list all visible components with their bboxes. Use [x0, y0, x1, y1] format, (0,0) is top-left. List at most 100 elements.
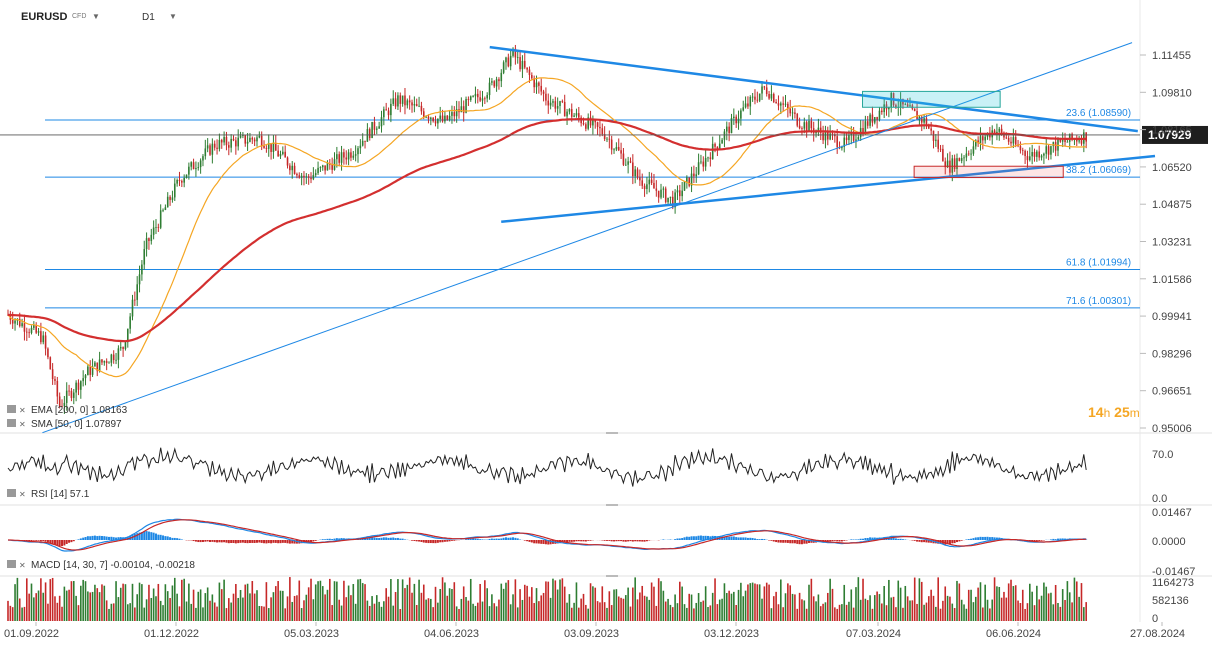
- candle-body: [218, 140, 221, 149]
- macd-histogram-bar: [544, 540, 547, 545]
- macd-histogram-bar: [530, 540, 533, 543]
- volume-bar: [554, 580, 557, 621]
- volume-bar: [965, 608, 968, 621]
- volume-bar: [754, 583, 756, 621]
- volume-bar: [484, 580, 486, 621]
- macd-histogram-bar: [803, 540, 806, 544]
- candle-body: [754, 96, 756, 100]
- panel-resize-handle[interactable]: [606, 575, 618, 577]
- macd-histogram-bar: [180, 539, 183, 540]
- macd-histogram-bar: [613, 540, 616, 542]
- volume-bar: [312, 599, 315, 621]
- macd-histogram-bar: [274, 540, 277, 543]
- macd-histogram-bar: [988, 537, 991, 540]
- volume-bar: [516, 607, 519, 621]
- candle-body: [136, 284, 138, 300]
- macd-histogram-bar: [504, 537, 507, 540]
- volume-bar: [848, 601, 850, 621]
- candle-body: [460, 106, 463, 113]
- macd-histogram-bar: [688, 536, 691, 540]
- macd-histogram-bar: [620, 540, 623, 542]
- candle-body: [963, 157, 965, 159]
- macd-histogram-bar: [230, 540, 233, 543]
- volume-bar: [65, 590, 68, 621]
- timeframe-dropdown-chevron-down-icon[interactable]: ▼: [169, 12, 177, 21]
- macd-histogram-bar: [751, 537, 754, 540]
- volume-bar: [235, 584, 237, 621]
- macd-histogram-bar: [63, 540, 66, 546]
- volume-bar: [420, 592, 423, 621]
- macd-histogram-bar: [209, 540, 212, 543]
- macd-histogram-bar: [843, 540, 846, 541]
- symbol-label[interactable]: EURUSD: [21, 11, 68, 23]
- candle-body: [373, 121, 376, 130]
- volume-bar: [646, 596, 648, 621]
- volume-bar: [152, 588, 155, 621]
- volume-bar: [916, 603, 918, 621]
- volume-bar: [620, 597, 622, 621]
- volume-bar: [1036, 585, 1038, 621]
- macd-histogram-bar: [960, 540, 963, 541]
- macd-histogram-bar: [568, 540, 571, 542]
- macd-histogram-bar: [432, 540, 435, 544]
- macd-histogram-bar: [448, 540, 451, 542]
- macd-histogram-bar: [570, 540, 573, 542]
- volume-bar: [225, 608, 228, 621]
- volume-bar: [148, 584, 150, 621]
- macd-histogram-bar: [86, 536, 89, 540]
- macd-histogram-bar: [523, 540, 526, 541]
- volume-bar: [540, 595, 543, 621]
- macd-histogram-bar: [984, 536, 987, 540]
- candle-body: [578, 113, 580, 118]
- candle-body: [378, 126, 380, 129]
- panel-resize-handle[interactable]: [606, 432, 618, 434]
- macd-histogram-bar: [636, 540, 639, 542]
- timeframe-label[interactable]: D1: [142, 12, 155, 23]
- volume-bar: [1043, 582, 1045, 621]
- volume-bar: [733, 591, 735, 621]
- volume-bar: [77, 605, 80, 621]
- macd-histogram-bar: [30, 540, 33, 542]
- y-axis-tick-label: 0.95006: [1152, 423, 1192, 435]
- macd-histogram-bar: [674, 539, 677, 540]
- macd-histogram-bar: [1049, 539, 1052, 540]
- volume-bar: [488, 606, 491, 621]
- resistance-zone: [862, 90, 1001, 108]
- panel-resize-handle[interactable]: [606, 504, 618, 506]
- volume-bar: [648, 599, 651, 621]
- symbol-dropdown-chevron-down-icon[interactable]: ▼: [92, 12, 100, 21]
- candle-body: [54, 379, 56, 381]
- macd-histogram-bar: [225, 540, 228, 543]
- macd-histogram-bar: [784, 540, 787, 543]
- volume-bar: [451, 589, 453, 621]
- candle-body: [350, 152, 352, 158]
- rsi-level-label: 0.0: [1152, 493, 1167, 505]
- macd-histogram-bar: [970, 538, 973, 540]
- macd-histogram-bar: [100, 535, 103, 540]
- volume-bar: [824, 602, 827, 621]
- volume-bar: [751, 582, 754, 621]
- candle-body: [958, 158, 961, 161]
- volume-bar: [855, 587, 857, 621]
- volume-bar: [594, 587, 597, 621]
- candle-body: [166, 196, 169, 208]
- candle-body: [495, 79, 498, 87]
- candle-body: [575, 113, 578, 116]
- candle-body: [1059, 138, 1062, 142]
- volume-bar: [159, 600, 162, 621]
- candle-body: [563, 101, 566, 117]
- candle-body: [185, 174, 188, 179]
- macd-histogram-bar: [753, 538, 756, 540]
- volume-bar: [394, 592, 397, 621]
- volume-bar: [582, 593, 585, 621]
- candle-body: [1021, 150, 1024, 151]
- candle-body: [721, 139, 723, 144]
- volume-bar: [963, 604, 965, 621]
- volume-bar: [21, 607, 23, 621]
- candle-body: [747, 103, 749, 107]
- macd-histogram-bar: [981, 536, 984, 540]
- rsi-level-label: 70.0: [1152, 449, 1173, 461]
- candle-body: [138, 274, 141, 285]
- macd-histogram-bar: [49, 540, 52, 544]
